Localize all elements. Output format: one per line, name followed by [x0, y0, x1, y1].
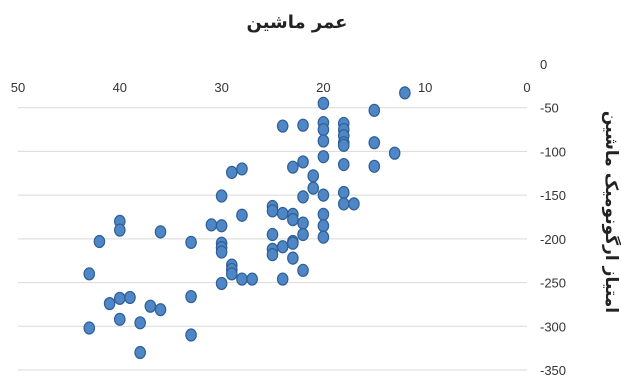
data-point: [317, 134, 330, 148]
data-point: [307, 181, 320, 195]
data-point: [287, 236, 299, 250]
data-point: [185, 235, 197, 249]
data-point: [317, 219, 330, 233]
y-tick-label: -250: [540, 276, 566, 291]
data-point: [144, 299, 157, 313]
data-point: [368, 159, 381, 173]
data-point: [134, 345, 146, 360]
data-point: [337, 197, 350, 211]
y-axis-ticks: 0 -50 -100 -150 -200 -250 -300 -350: [540, 57, 566, 376]
data-point: [337, 185, 350, 200]
data-point: [205, 218, 218, 232]
data-point: [368, 103, 381, 117]
data-point: [185, 289, 197, 304]
data-point: [103, 296, 116, 311]
data-point: [317, 207, 330, 221]
x-tick-label: 0: [523, 80, 530, 95]
data-point: [368, 136, 381, 150]
data-point: [154, 303, 167, 317]
data-point: [337, 157, 350, 172]
data-point: [297, 263, 309, 277]
data-point: [276, 206, 289, 221]
data-point: [287, 213, 299, 227]
data-point: [297, 155, 309, 169]
data-point: [83, 267, 96, 281]
y-tick-label: -150: [540, 188, 566, 203]
data-point: [215, 189, 228, 203]
chart-title: عمر ماشین: [247, 12, 348, 33]
y-tick-label: -100: [540, 144, 566, 159]
data-point: [287, 251, 299, 265]
y-tick-label: -200: [540, 232, 566, 247]
data-point: [236, 162, 248, 176]
data-point: [317, 150, 330, 164]
data-point: [246, 272, 258, 286]
data-point: [134, 316, 146, 330]
data-point: [388, 146, 401, 160]
x-axis-ticks: 0 10 20 30 40 50: [11, 80, 531, 95]
data-point: [276, 119, 289, 133]
x-tick-label: 40: [113, 80, 127, 95]
data-point: [114, 223, 126, 237]
data-point: [124, 290, 136, 305]
data-point: [225, 165, 238, 180]
data-point: [185, 328, 197, 342]
data-point: [348, 197, 360, 211]
data-point: [236, 208, 248, 222]
data-point: [287, 160, 299, 174]
y-tick-label: -300: [540, 319, 566, 334]
data-point: [276, 240, 289, 254]
y-tick-label: -350: [540, 363, 566, 376]
data-point: [297, 227, 309, 242]
data-point: [114, 312, 126, 326]
y-tick-label: -50: [540, 101, 559, 116]
data-point: [215, 219, 228, 233]
data-point: [215, 245, 228, 259]
data-point: [297, 216, 309, 230]
data-point: [337, 138, 350, 152]
data-point: [215, 276, 228, 291]
y-axis-label: امتیاز ارگونومیک ماشین: [601, 111, 621, 313]
data-point: [317, 230, 330, 244]
data-point: [317, 96, 330, 110]
data-point: [276, 272, 289, 286]
x-tick-label: 10: [418, 80, 432, 95]
y-tick-label: 0: [540, 57, 547, 72]
data-point: [317, 188, 330, 202]
data-point: [266, 227, 279, 242]
data-point: [266, 204, 279, 218]
data-point: [297, 118, 309, 132]
data-point: [317, 122, 330, 137]
data-point: [225, 267, 238, 281]
data-point: [399, 86, 411, 100]
data-points: [83, 86, 411, 360]
data-point: [83, 321, 96, 335]
data-point: [154, 225, 167, 239]
data-point: [266, 247, 279, 262]
data-point: [236, 272, 248, 286]
data-point: [114, 291, 126, 305]
data-point: [307, 169, 320, 183]
x-tick-label: 20: [316, 80, 330, 95]
x-tick-label: 30: [214, 80, 228, 95]
data-point: [93, 234, 106, 249]
x-tick-label: 50: [11, 80, 25, 95]
data-point: [297, 190, 309, 204]
